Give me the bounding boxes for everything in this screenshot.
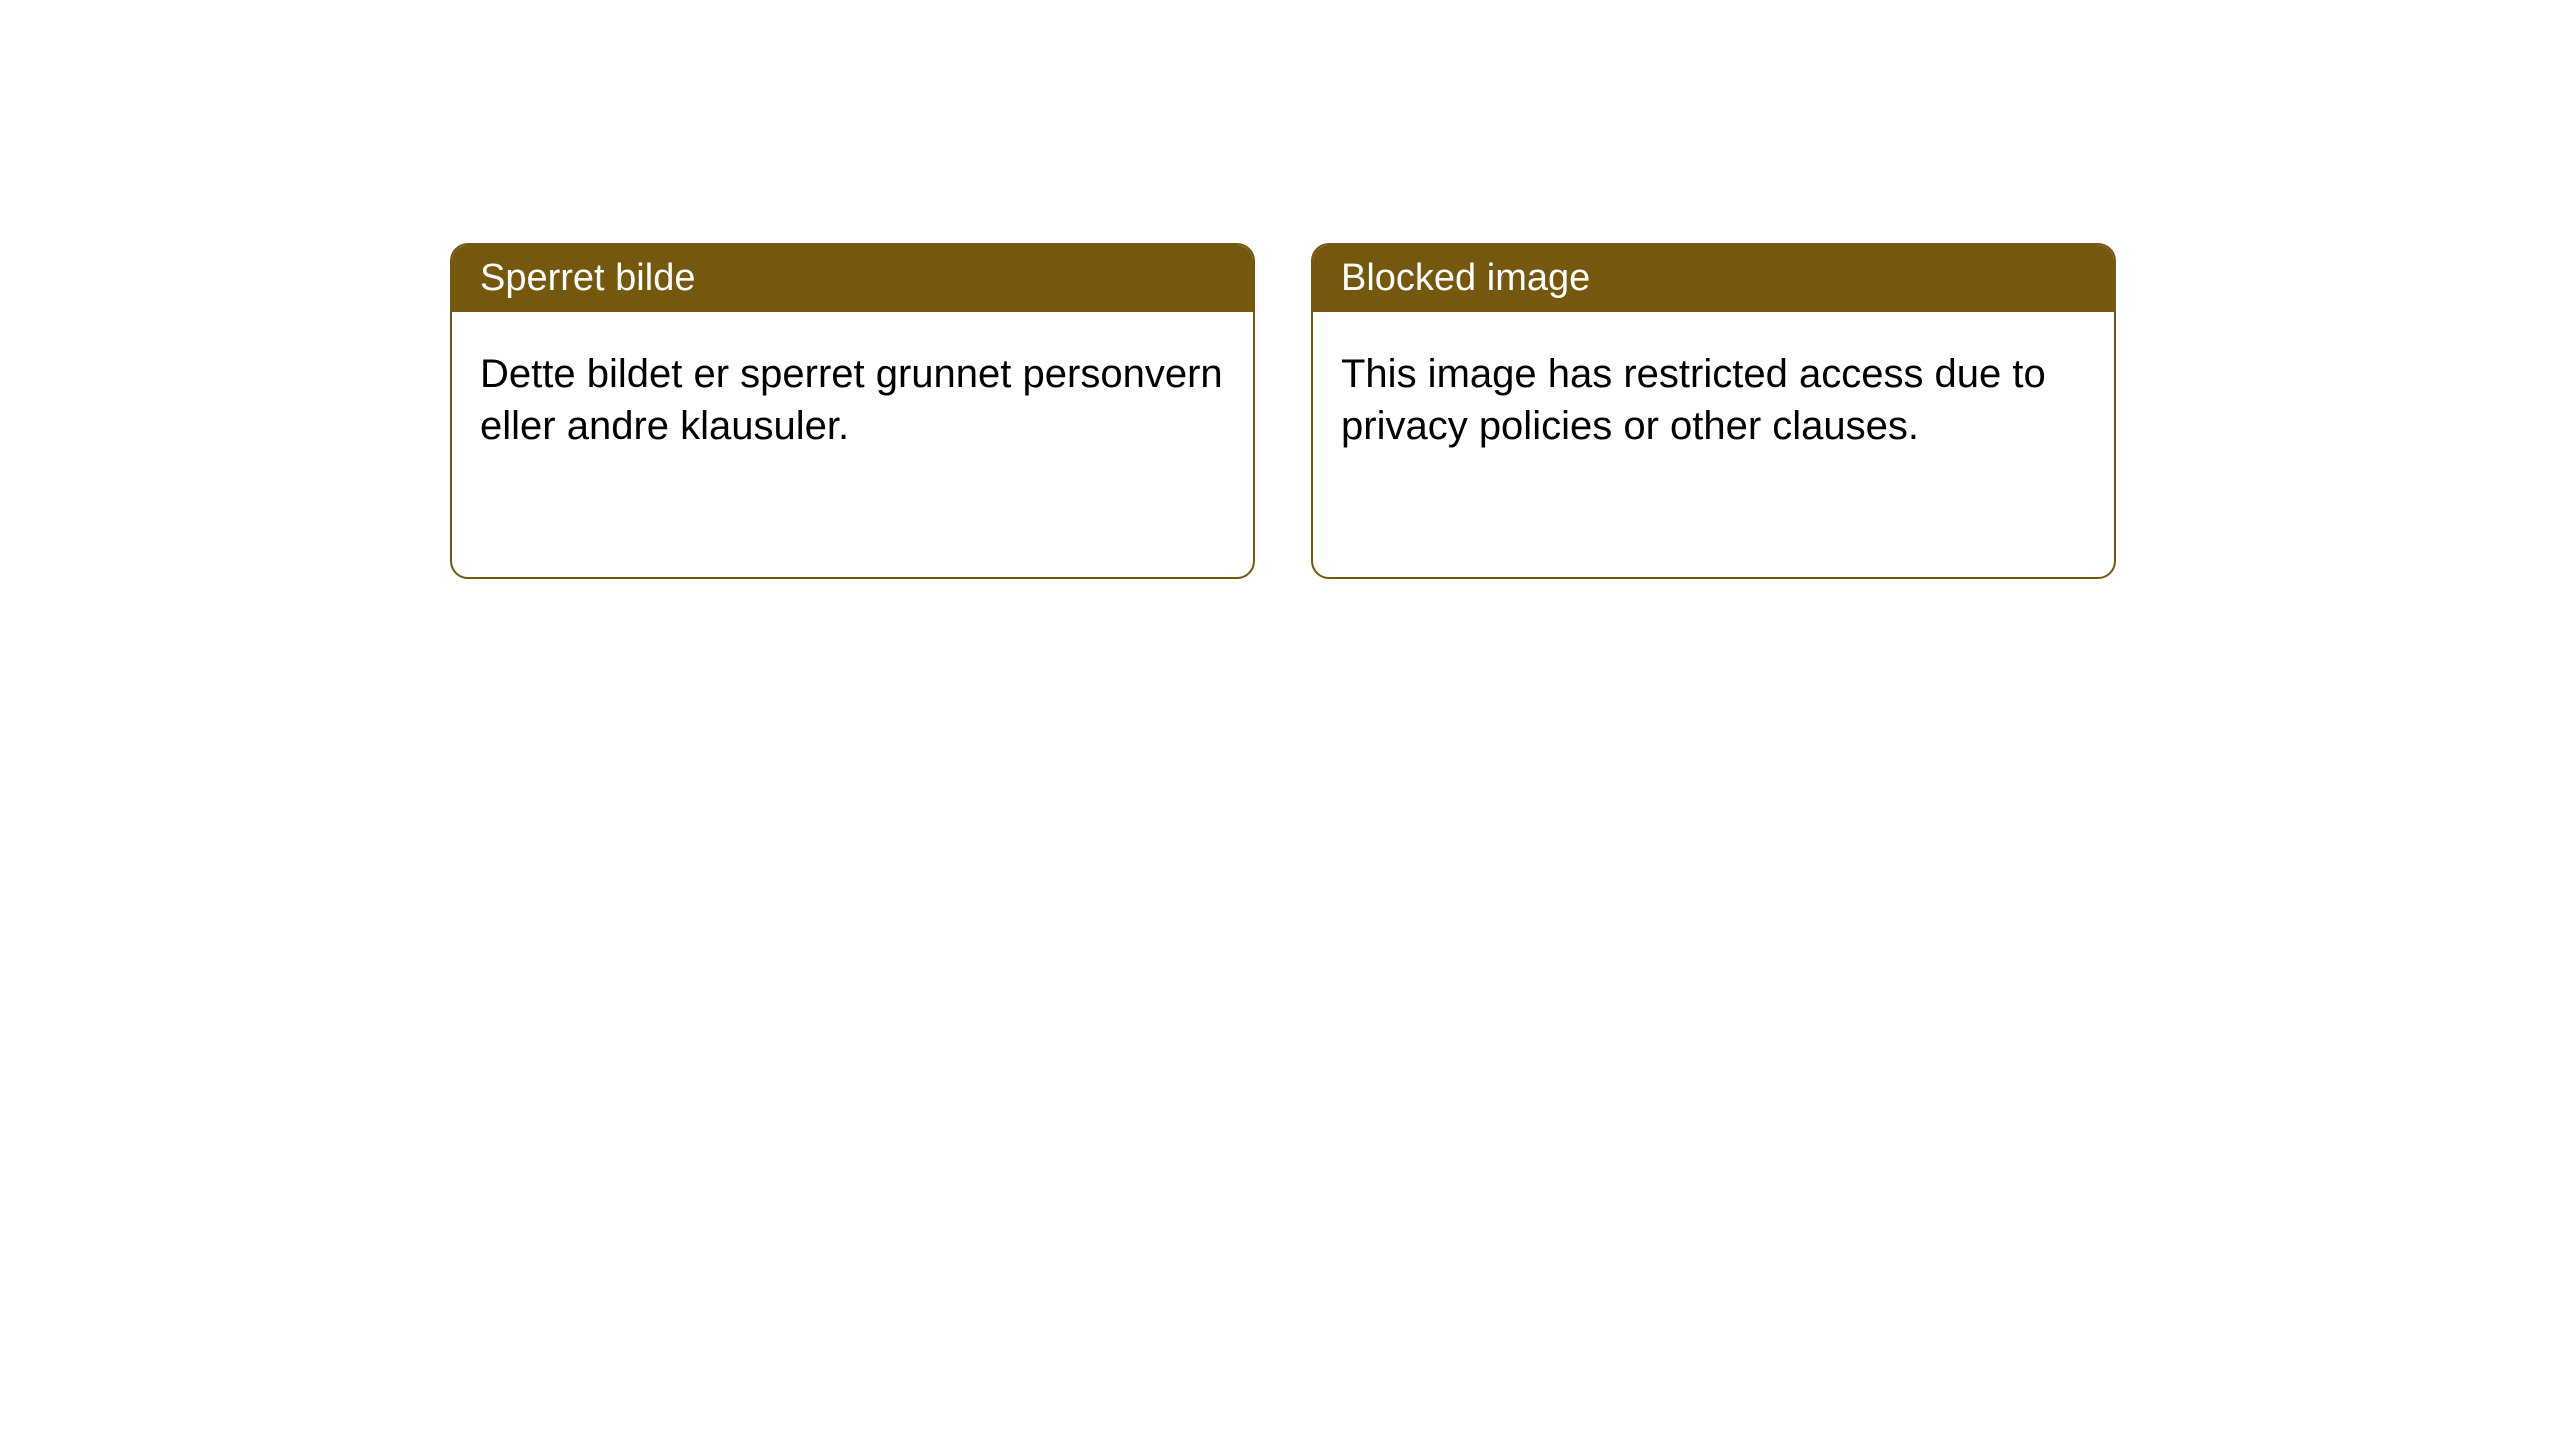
card-message: This image has restricted access due to … (1341, 352, 2046, 448)
notice-container: Sperret bilde Dette bildet er sperret gr… (450, 243, 2116, 579)
blocked-image-card-no: Sperret bilde Dette bildet er sperret gr… (450, 243, 1255, 579)
card-body: This image has restricted access due to … (1313, 312, 2114, 480)
card-header: Sperret bilde (452, 245, 1253, 312)
card-header: Blocked image (1313, 245, 2114, 312)
card-message: Dette bildet er sperret grunnet personve… (480, 352, 1223, 448)
card-title: Sperret bilde (480, 257, 695, 299)
card-title: Blocked image (1341, 257, 1590, 299)
blocked-image-card-en: Blocked image This image has restricted … (1311, 243, 2116, 579)
card-body: Dette bildet er sperret grunnet personve… (452, 312, 1253, 480)
